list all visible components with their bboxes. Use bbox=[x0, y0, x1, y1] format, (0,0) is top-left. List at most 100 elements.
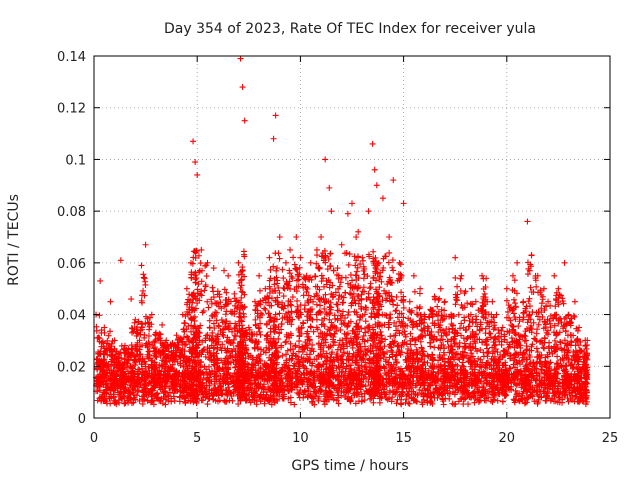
data-point bbox=[143, 340, 150, 347]
data-point bbox=[153, 377, 160, 384]
data-point bbox=[98, 339, 105, 346]
data-point bbox=[236, 299, 243, 306]
data-point bbox=[165, 393, 172, 400]
data-point bbox=[247, 366, 254, 373]
data-point bbox=[196, 329, 203, 336]
data-point bbox=[306, 337, 313, 344]
data-point bbox=[277, 383, 284, 390]
data-point bbox=[177, 335, 184, 342]
data-point bbox=[141, 292, 148, 299]
data-point bbox=[169, 357, 176, 364]
data-point bbox=[159, 382, 166, 389]
data-point bbox=[287, 399, 294, 406]
data-point bbox=[270, 396, 277, 403]
data-point bbox=[397, 261, 404, 268]
data-point bbox=[387, 311, 394, 318]
data-point bbox=[199, 397, 206, 404]
data-point bbox=[215, 338, 222, 345]
data-point bbox=[226, 336, 233, 343]
data-point bbox=[222, 380, 229, 387]
data-point bbox=[257, 351, 264, 358]
data-point bbox=[202, 353, 209, 360]
data-point bbox=[305, 292, 312, 299]
data-point bbox=[107, 346, 114, 353]
data-point bbox=[265, 310, 272, 317]
data-point bbox=[211, 313, 218, 320]
data-point bbox=[130, 328, 137, 335]
data-point bbox=[505, 344, 512, 351]
data-point bbox=[108, 370, 115, 377]
data-point bbox=[266, 302, 273, 309]
data-point bbox=[301, 306, 308, 313]
data-point bbox=[300, 284, 307, 291]
data-point bbox=[314, 252, 321, 259]
data-point bbox=[266, 346, 273, 353]
data-point bbox=[298, 324, 305, 331]
data-point bbox=[286, 270, 293, 277]
data-point bbox=[146, 365, 153, 372]
data-point bbox=[262, 306, 269, 313]
data-point bbox=[221, 345, 228, 352]
data-point bbox=[136, 379, 143, 386]
data-point bbox=[301, 345, 308, 352]
data-point bbox=[104, 369, 111, 376]
data-point bbox=[113, 348, 120, 355]
data-point bbox=[208, 300, 215, 307]
data-point bbox=[457, 275, 464, 282]
data-point bbox=[199, 309, 206, 316]
data-point bbox=[381, 311, 388, 318]
data-point bbox=[361, 397, 368, 404]
data-point bbox=[394, 302, 401, 309]
data-point bbox=[441, 362, 448, 369]
data-point bbox=[317, 302, 324, 309]
data-point bbox=[190, 315, 197, 322]
data-point bbox=[342, 335, 349, 342]
data-point bbox=[227, 378, 234, 385]
data-point bbox=[119, 364, 126, 371]
data-point bbox=[135, 366, 142, 373]
data-point bbox=[290, 362, 297, 369]
data-point bbox=[242, 337, 249, 344]
data-point bbox=[252, 307, 259, 314]
data-point bbox=[474, 348, 481, 355]
data-point bbox=[241, 313, 248, 320]
data-point bbox=[209, 337, 216, 344]
data-point bbox=[154, 390, 161, 397]
data-point bbox=[289, 294, 296, 301]
data-point bbox=[314, 292, 321, 299]
data-point bbox=[156, 330, 163, 337]
data-point bbox=[140, 287, 147, 294]
data-point bbox=[288, 308, 295, 315]
data-point bbox=[263, 344, 270, 351]
data-point bbox=[252, 339, 259, 346]
data-point bbox=[239, 325, 246, 332]
data-point bbox=[152, 344, 159, 351]
data-point bbox=[140, 271, 147, 278]
data-point bbox=[279, 393, 286, 400]
data-point bbox=[190, 381, 197, 388]
data-point bbox=[284, 387, 291, 394]
data-point bbox=[101, 329, 108, 336]
data-point bbox=[459, 359, 466, 366]
data-point bbox=[304, 285, 311, 292]
data-point bbox=[123, 351, 130, 358]
data-point bbox=[287, 394, 294, 401]
data-point bbox=[139, 355, 146, 362]
data-point bbox=[254, 344, 261, 351]
data-point bbox=[284, 315, 291, 322]
data-point bbox=[225, 358, 232, 365]
data-point bbox=[206, 368, 213, 375]
data-point bbox=[138, 297, 145, 304]
data-point bbox=[134, 371, 141, 378]
data-point bbox=[142, 281, 149, 288]
data-point bbox=[203, 273, 210, 280]
data-point bbox=[167, 389, 174, 396]
data-point bbox=[271, 281, 278, 288]
data-point bbox=[239, 365, 246, 372]
data-point bbox=[304, 317, 311, 324]
data-point bbox=[191, 317, 198, 324]
data-point bbox=[216, 323, 223, 330]
data-point bbox=[248, 387, 255, 394]
data-point bbox=[249, 381, 256, 388]
data-point bbox=[297, 302, 304, 309]
